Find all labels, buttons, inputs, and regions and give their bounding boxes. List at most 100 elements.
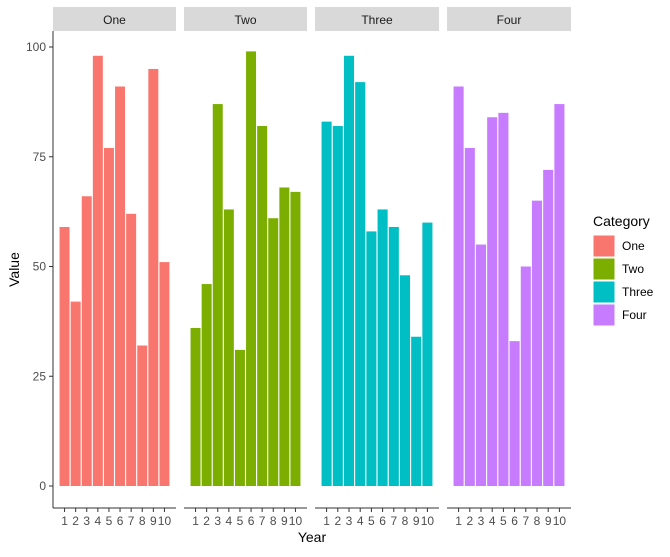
- x-tick-label: 6: [248, 514, 255, 528]
- x-tick-label: 6: [511, 514, 518, 528]
- x-tick-label: 1: [323, 514, 330, 528]
- bar: [190, 327, 201, 486]
- x-tick-label: 4: [357, 514, 364, 528]
- y-tick-label: 50: [33, 260, 47, 274]
- bar: [321, 121, 332, 486]
- bar: [520, 266, 531, 486]
- bar: [290, 191, 301, 486]
- bar: [115, 86, 126, 486]
- bar: [543, 169, 554, 487]
- x-tick-label: 2: [466, 514, 473, 528]
- bar: [411, 336, 422, 486]
- bar: [81, 196, 92, 486]
- x-tick-label: 2: [203, 514, 210, 528]
- x-tick-label: 3: [478, 514, 485, 528]
- bar: [137, 345, 148, 486]
- bar: [453, 86, 464, 486]
- facet-strip: [53, 7, 176, 31]
- x-tick-label: 5: [500, 514, 507, 528]
- y-tick-label: 100: [26, 40, 46, 54]
- bar: [366, 231, 377, 486]
- bar: [332, 126, 343, 487]
- x-tick-label: 10: [421, 514, 435, 528]
- x-tick-label: 6: [117, 514, 124, 528]
- bar: [223, 209, 234, 486]
- x-tick-label: 3: [346, 514, 353, 528]
- bar: [70, 301, 81, 486]
- bar: [487, 117, 498, 487]
- bar: [422, 222, 433, 486]
- facet-strip-label: Three: [361, 13, 393, 27]
- bar: [212, 104, 223, 486]
- bar: [148, 68, 159, 486]
- x-tick-label: 3: [214, 514, 221, 528]
- x-tick-label: 2: [72, 514, 79, 528]
- bar: [201, 284, 212, 486]
- x-tick-label: 8: [270, 514, 277, 528]
- bar: [343, 55, 355, 486]
- bar: [159, 262, 170, 486]
- x-tick-label: 2: [334, 514, 341, 528]
- facet-strip: [315, 7, 439, 31]
- x-tick-label: 10: [553, 514, 567, 528]
- y-tick-label: 75: [33, 150, 47, 164]
- x-tick-label: 10: [289, 514, 303, 528]
- x-tick-label: 7: [390, 514, 397, 528]
- x-tick-label: 5: [368, 514, 375, 528]
- bar: [355, 82, 366, 487]
- bar: [377, 209, 388, 486]
- x-tick-label: 5: [237, 514, 244, 528]
- facet-strip-label: Four: [497, 13, 522, 27]
- bar: [279, 187, 290, 487]
- x-tick-label: 7: [259, 514, 266, 528]
- x-tick-label: 9: [545, 514, 552, 528]
- bar: [257, 126, 268, 487]
- bar: [554, 104, 565, 486]
- legend-key: [592, 257, 616, 281]
- legend-label: Two: [622, 262, 644, 276]
- x-tick-label: 1: [192, 514, 199, 528]
- x-tick-label: 9: [413, 514, 420, 528]
- x-tick-label: 4: [95, 514, 102, 528]
- bar: [92, 55, 103, 486]
- legend-key: [592, 234, 616, 258]
- bar: [399, 275, 411, 486]
- legend-key: [592, 303, 616, 327]
- x-tick-label: 1: [455, 514, 462, 528]
- x-tick-label: 8: [534, 514, 541, 528]
- bar: [246, 51, 257, 486]
- x-axis-title: Year: [298, 529, 327, 545]
- x-tick-label: 8: [139, 514, 146, 528]
- facet-strip-label: One: [103, 13, 126, 27]
- x-tick-label: 4: [226, 514, 233, 528]
- bar: [268, 218, 279, 486]
- bar: [498, 112, 509, 486]
- x-tick-label: 10: [158, 514, 172, 528]
- bar: [126, 213, 137, 486]
- legend-label: Three: [622, 285, 654, 299]
- bar: [59, 226, 70, 487]
- bar: [464, 147, 475, 486]
- y-tick-label: 0: [39, 479, 46, 493]
- x-tick-label: 5: [106, 514, 113, 528]
- facet-strip-label: Two: [234, 13, 256, 27]
- bar: [475, 244, 487, 486]
- legend-label: Four: [622, 308, 647, 322]
- bar: [509, 341, 520, 486]
- x-tick-label: 9: [281, 514, 288, 528]
- legend-key: [592, 280, 616, 304]
- y-axis-title: Value: [6, 252, 22, 287]
- x-tick-label: 1: [61, 514, 68, 528]
- bar: [388, 226, 399, 487]
- x-tick-label: 7: [522, 514, 529, 528]
- bar: [103, 147, 114, 486]
- x-tick-label: 4: [489, 514, 496, 528]
- legend-label: One: [622, 239, 645, 253]
- x-tick-label: 6: [379, 514, 386, 528]
- x-tick-label: 3: [83, 514, 90, 528]
- bar: [531, 200, 543, 486]
- legend-title: Category: [593, 213, 650, 229]
- bar: [234, 349, 245, 486]
